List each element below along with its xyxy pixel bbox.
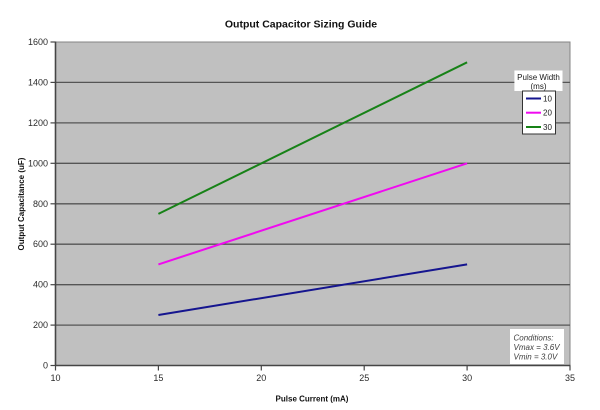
svg-text:30: 30 [543,123,552,132]
svg-text:1200: 1200 [28,118,48,128]
svg-text:200: 200 [33,320,48,330]
svg-text:20: 20 [543,109,552,118]
svg-text:Output Capacitance (uF): Output Capacitance (uF) [17,157,26,250]
svg-text:1600: 1600 [28,37,48,47]
svg-text:Vmax = 3.6V: Vmax = 3.6V [514,343,561,352]
svg-text:Pulse Width: Pulse Width [517,73,560,82]
svg-text:0: 0 [43,361,48,371]
svg-text:Vmin = 3.0V: Vmin = 3.0V [514,353,558,362]
svg-text:600: 600 [33,239,48,249]
svg-text:400: 400 [33,280,48,290]
svg-text:800: 800 [33,199,48,209]
svg-text:35: 35 [565,373,575,383]
svg-text:30: 30 [462,373,472,383]
svg-text:25: 25 [359,373,369,383]
svg-text:20: 20 [256,373,266,383]
svg-text:1000: 1000 [28,158,48,168]
svg-text:10: 10 [50,373,60,383]
svg-text:1400: 1400 [28,77,48,87]
svg-text:(ms): (ms) [531,82,547,91]
svg-text:15: 15 [153,373,163,383]
svg-text:10: 10 [543,95,552,104]
svg-text:Pulse Current (mA): Pulse Current (mA) [276,395,349,404]
svg-text:Conditions:: Conditions: [514,334,554,343]
svg-text:Output Capacitor Sizing Guide: Output Capacitor Sizing Guide [225,19,377,31]
